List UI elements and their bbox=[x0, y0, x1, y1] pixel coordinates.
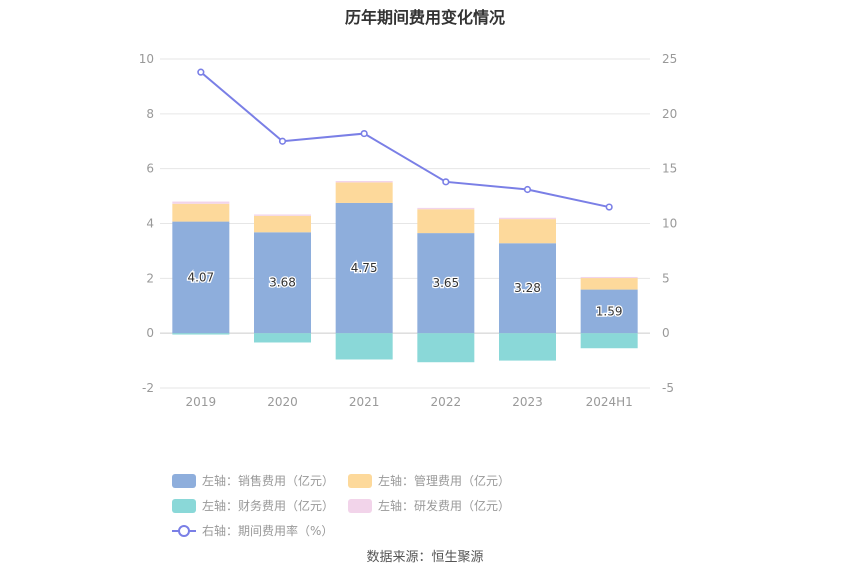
x-tick-label: 2019 bbox=[186, 395, 217, 409]
bar-rnd bbox=[417, 207, 475, 210]
chart-plot: 4.07 3.684.753.65 3.281.59 1086420-2252015… bbox=[139, 52, 678, 409]
x-tick-label: 2021 bbox=[349, 395, 380, 409]
bar-rnd bbox=[172, 201, 230, 204]
x-tick-label: 2024H1 bbox=[586, 395, 633, 409]
data-label: 3.65 bbox=[432, 276, 459, 290]
bar-layer bbox=[172, 181, 638, 363]
legend-swatch-icon bbox=[172, 498, 196, 513]
legend-item[interactable]: 左轴：财务费用（亿元） bbox=[172, 497, 334, 514]
bar-finance bbox=[172, 333, 230, 335]
legend-label: 左轴：管理费用（亿元） bbox=[378, 474, 511, 488]
line-point bbox=[523, 185, 532, 194]
chart-title: 历年期间费用变化情况 bbox=[344, 8, 505, 27]
bar-sales bbox=[499, 243, 556, 334]
y-left-tick-label: 0 bbox=[146, 326, 154, 340]
legend-swatch-icon bbox=[172, 473, 196, 488]
bar-sales bbox=[335, 202, 393, 334]
y-right-tick-label: 5 bbox=[662, 271, 670, 285]
legend-label: 左轴：销售费用（亿元） bbox=[202, 474, 335, 488]
y-right-tick-label: -5 bbox=[662, 381, 674, 395]
grid-lines bbox=[160, 58, 650, 389]
legend-item[interactable]: 左轴：管理费用（亿元） bbox=[348, 472, 510, 489]
y-right-tick-label: 10 bbox=[662, 217, 677, 231]
x-tick-label: 2023 bbox=[512, 395, 543, 409]
bar-admin bbox=[335, 182, 393, 203]
bar-rnd bbox=[499, 217, 556, 220]
y-right-tick-label: 15 bbox=[662, 162, 677, 176]
y-left-tick-label: -2 bbox=[142, 381, 154, 395]
line-point bbox=[278, 137, 287, 145]
y-right-tick-label: 25 bbox=[662, 52, 677, 66]
line-point bbox=[197, 68, 205, 76]
line-layer bbox=[197, 68, 613, 211]
bar-admin bbox=[499, 219, 556, 244]
bar-labels: 4.07 3.68 4.75 3.65 3.28 1.59 bbox=[186, 260, 624, 320]
legend-line-marker-icon bbox=[172, 524, 196, 538]
y-left-tick-label: 8 bbox=[146, 107, 154, 121]
bar-finance bbox=[580, 333, 638, 349]
legend-swatch-icon bbox=[348, 498, 373, 513]
legend: 左轴：销售费用（亿元） 左轴：管理费用（亿元） 左轴：财务费用（亿元） 左轴：研发费用… bbox=[172, 472, 692, 547]
data-label: 3.28 bbox=[514, 281, 541, 295]
bar-admin bbox=[254, 215, 311, 233]
legend-swatch-icon bbox=[348, 473, 373, 488]
legend-item[interactable]: 左轴：销售费用（亿元） bbox=[172, 472, 334, 489]
bar-finance bbox=[254, 333, 311, 343]
source-text: 数据来源：恒生聚源 bbox=[366, 550, 484, 565]
legend-label: 左轴：研发费用（亿元） bbox=[378, 499, 511, 513]
legend-label: 右轴：期间费用率（%） bbox=[202, 524, 334, 538]
data-label: 1.59 bbox=[596, 304, 623, 318]
y-right-tick-label: 20 bbox=[662, 107, 677, 121]
bar-rnd bbox=[254, 214, 311, 216]
legend-label: 左轴：财务费用（亿元） bbox=[202, 499, 335, 513]
data-label: 4.75 bbox=[351, 261, 378, 275]
y-left-tick-label: 6 bbox=[146, 162, 154, 176]
bar-sales bbox=[580, 289, 638, 334]
bar-sales bbox=[172, 221, 230, 334]
bar-finance bbox=[499, 333, 556, 361]
data-label: 3.68 bbox=[269, 276, 296, 290]
bar-finance bbox=[417, 333, 475, 363]
line-expense-ratio bbox=[200, 71, 610, 209]
bar-admin bbox=[417, 209, 475, 234]
x-tick-label: 2022 bbox=[431, 395, 462, 409]
bar-rnd bbox=[580, 276, 638, 279]
data-label: 4.07 bbox=[187, 270, 214, 284]
bar-admin bbox=[580, 278, 638, 290]
y-left-tick-label: 2 bbox=[146, 271, 154, 285]
x-tick-label: 2020 bbox=[267, 395, 298, 409]
y-left-tick-label: 10 bbox=[139, 52, 154, 66]
legend-item[interactable]: 右轴：期间费用率（%） bbox=[172, 522, 333, 539]
bar-rnd bbox=[335, 181, 393, 183]
line-point bbox=[442, 178, 450, 186]
bar-admin bbox=[172, 203, 230, 222]
line-point bbox=[360, 129, 368, 138]
legend-item[interactable]: 左轴：研发费用（亿元） bbox=[348, 497, 510, 514]
line-point bbox=[605, 203, 613, 211]
bar-sales bbox=[417, 233, 475, 334]
bar-sales bbox=[254, 232, 311, 334]
y-left-tick-label: 4 bbox=[146, 217, 154, 231]
bar-finance bbox=[335, 333, 393, 360]
y-right-tick-label: 0 bbox=[662, 326, 670, 340]
